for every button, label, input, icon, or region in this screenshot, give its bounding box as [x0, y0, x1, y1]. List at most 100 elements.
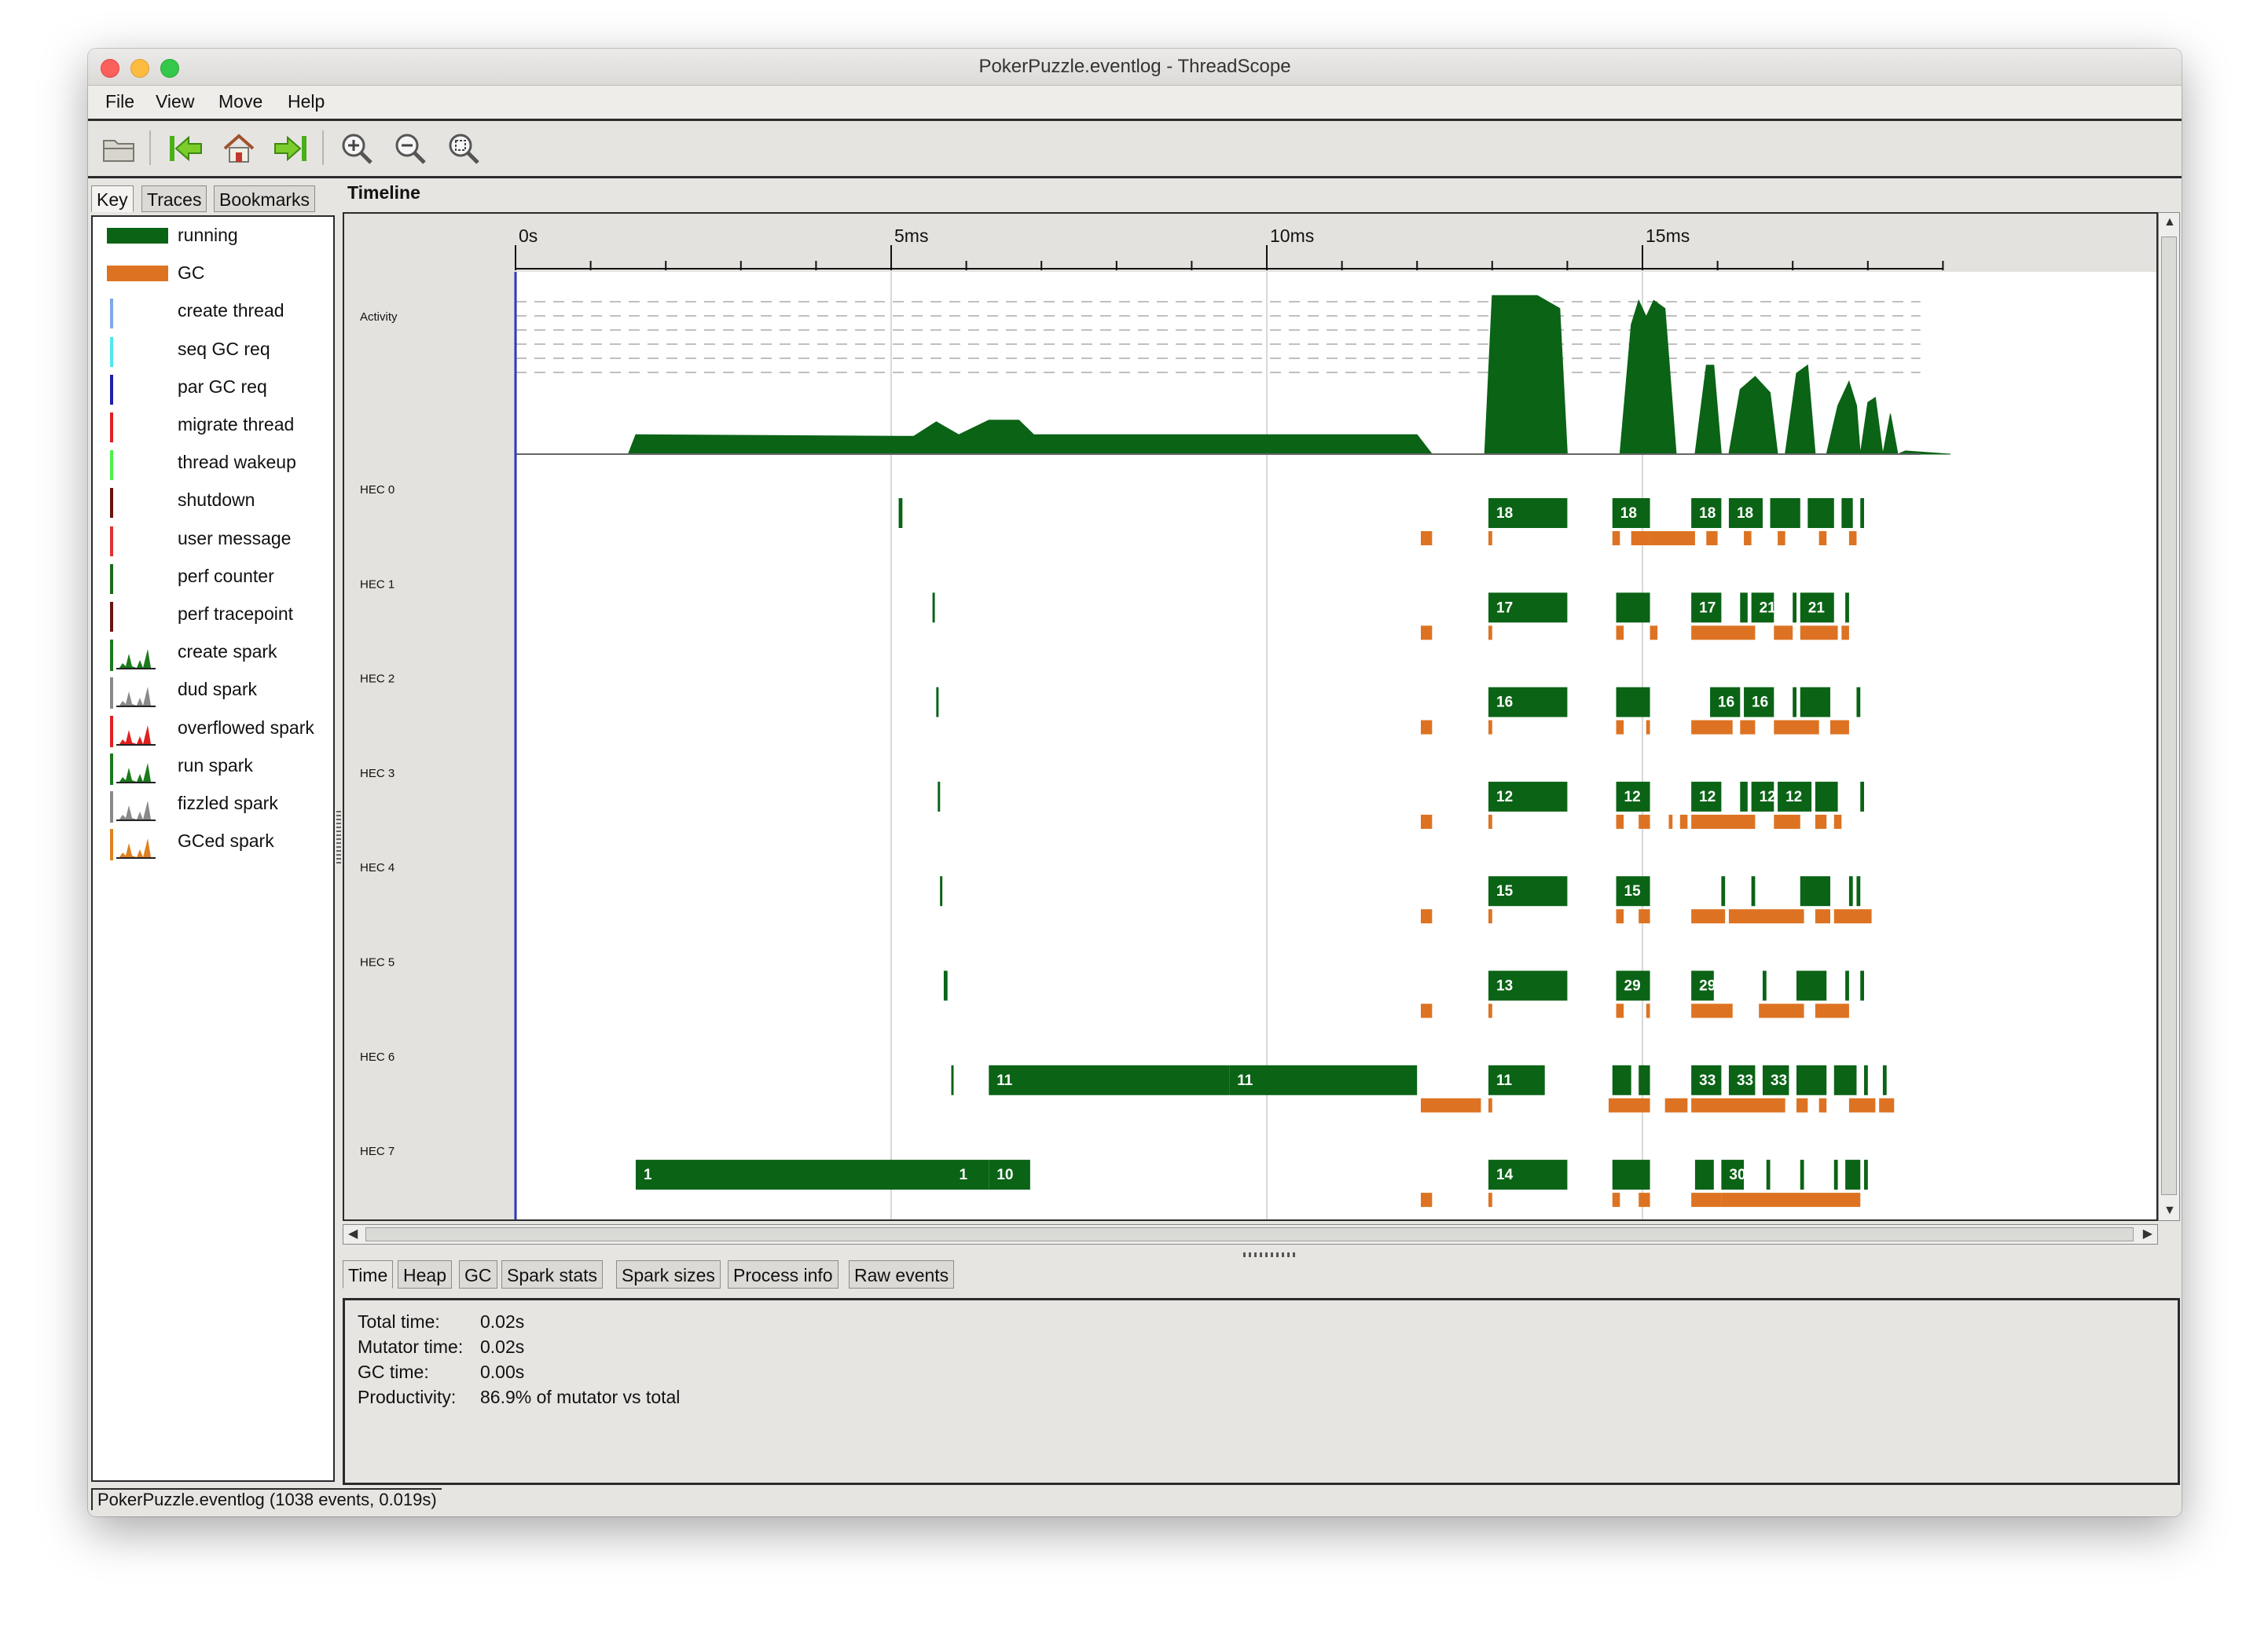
- menu-help[interactable]: Help: [288, 91, 325, 112]
- key-label: thread wakeup: [178, 452, 296, 473]
- time-ruler: [516, 214, 2156, 272]
- tab-process-info[interactable]: Process info: [728, 1260, 839, 1289]
- key-label: create spark: [178, 641, 277, 662]
- key-item-dud-spark: dud spark: [93, 674, 328, 710]
- key-swatch-bar-icon: [107, 266, 168, 282]
- ruler-tick-label: 10ms: [1270, 226, 1314, 246]
- maximize-window-button[interactable]: [160, 59, 179, 78]
- thread-id-label: 10: [996, 1167, 1013, 1183]
- key-label: running: [178, 225, 238, 245]
- key-panel: running GC create thread seq GC req par GC r…: [91, 215, 335, 1482]
- bottom-pane-splitter[interactable]: [1243, 1252, 1298, 1257]
- open-icon[interactable]: [99, 128, 140, 169]
- key-item-shutdown: shutdown: [93, 485, 328, 519]
- thread-id-label: 12: [1785, 789, 1802, 805]
- running-bar: [1845, 970, 1849, 1001]
- thread-id-label: 29: [1624, 978, 1641, 995]
- key-swatch-spark-icon: [110, 640, 157, 672]
- tab-spark-sizes[interactable]: Spark sizes: [616, 1260, 721, 1289]
- running-bar: [1796, 1065, 1827, 1095]
- thread-id-label: 33: [1699, 1072, 1716, 1089]
- gc-bar: [1879, 1098, 1895, 1113]
- menu-file[interactable]: File: [105, 91, 135, 112]
- gc-bar: [1848, 1098, 1876, 1113]
- ruler-tick-label: 5ms: [894, 226, 928, 246]
- running-bar: [951, 1160, 989, 1190]
- gc-bar: [1488, 1098, 1492, 1113]
- running-bar: [1488, 592, 1568, 623]
- running-bar: [1691, 592, 1722, 623]
- gc-bar: [1608, 1098, 1650, 1113]
- thread-id-label: 16: [1752, 695, 1768, 711]
- tab-spark-stats[interactable]: Spark stats: [501, 1260, 604, 1289]
- vertical-scroll-thumb[interactable]: [2161, 236, 2177, 1195]
- key-swatch-spark-icon: [110, 715, 157, 747]
- scroll-right-icon[interactable]: ▶: [2142, 1227, 2152, 1241]
- running-bar: [1691, 498, 1722, 528]
- running-bar: [1691, 781, 1722, 812]
- gc-bar: [1815, 814, 1827, 829]
- timeline-horizontal-scrollbar[interactable]: ◀ ▶: [343, 1224, 2158, 1245]
- tab-key[interactable]: Key: [91, 185, 134, 212]
- running-bar: [1800, 687, 1830, 717]
- running-bar: [1848, 876, 1853, 907]
- minimize-window-button[interactable]: [130, 59, 149, 78]
- tab-time[interactable]: Time: [343, 1260, 394, 1289]
- menu-view[interactable]: View: [156, 91, 195, 112]
- running-bar: [1800, 592, 1834, 623]
- gc-bar: [1420, 909, 1433, 924]
- time-info-panel: Total time: 0.02s Mutator time: 0.02s GC…: [343, 1298, 2180, 1485]
- scroll-down-icon[interactable]: ▼: [2163, 1204, 2176, 1217]
- running-bar: [1833, 1160, 1838, 1190]
- running-bar: [1616, 687, 1650, 717]
- key-swatch-spark-icon: [110, 829, 157, 861]
- tab-raw-events[interactable]: Raw events: [849, 1260, 955, 1289]
- timeline-vertical-scrollbar[interactable]: ▲ ▼: [2158, 212, 2180, 1221]
- left-pane-splitter[interactable]: [336, 811, 341, 866]
- thread-id-label: 21: [1808, 600, 1826, 616]
- key-item-perf-tracepoint: perf tracepoint: [93, 599, 328, 633]
- home-icon[interactable]: [218, 128, 259, 169]
- key-label: overflowed spark: [178, 717, 314, 738]
- timeline-view[interactable]: 0s 5ms 10ms 15ms Activity HEC 0 18 18 18 18 HEC 1 1…: [343, 212, 2158, 1221]
- zoom-fit-icon[interactable]: [443, 128, 484, 169]
- running-bar: [1833, 1065, 1857, 1095]
- tab-heap[interactable]: Heap: [398, 1260, 452, 1289]
- label-column: [344, 214, 516, 1219]
- jump-start-icon[interactable]: [165, 128, 206, 169]
- menu-bar: File View Move Help: [88, 86, 2182, 121]
- key-label: GCed spark: [178, 830, 274, 852]
- running-bar: [1740, 781, 1748, 812]
- window-title: PokerPuzzle.eventlog - ThreadScope: [978, 56, 1291, 77]
- gc-bar: [1488, 814, 1492, 829]
- hec-label: HEC 7: [360, 1145, 395, 1158]
- tab-gc[interactable]: GC: [459, 1260, 497, 1289]
- running-bar: [951, 1065, 954, 1095]
- zoom-out-icon[interactable]: [390, 128, 431, 169]
- scroll-up-icon[interactable]: ▲: [2163, 215, 2176, 229]
- horizontal-scroll-thumb[interactable]: [365, 1227, 2134, 1241]
- gc-bar: [1815, 909, 1830, 924]
- close-window-button[interactable]: [101, 59, 119, 78]
- gc-bar: [1639, 909, 1650, 924]
- hec-label: HEC 5: [360, 956, 395, 970]
- running-bar: [1728, 1065, 1756, 1095]
- thread-id-label: 30: [1729, 1167, 1745, 1183]
- key-item-GC: GC: [93, 258, 328, 292]
- key-swatch-line-icon: [110, 602, 113, 632]
- running-bar: [1488, 970, 1568, 1001]
- jump-end-icon[interactable]: [270, 128, 311, 169]
- timeline-canvas[interactable]: 0s 5ms 10ms 15ms Activity HEC 0 18 18 18 18 HEC 1 1…: [344, 214, 2156, 1219]
- scroll-left-icon[interactable]: ◀: [348, 1227, 358, 1241]
- timeline-title: Timeline: [347, 182, 420, 203]
- menu-move[interactable]: Move: [218, 91, 263, 112]
- thread-id-label: 18: [1496, 505, 1513, 522]
- running-bar: [1856, 876, 1861, 907]
- tab-bookmarks[interactable]: Bookmarks: [214, 185, 316, 212]
- gc-bar: [1488, 909, 1492, 924]
- zoom-in-icon[interactable]: [336, 128, 377, 169]
- gc-bar: [1679, 814, 1688, 829]
- thread-id-label: 12: [1624, 789, 1641, 805]
- tab-traces[interactable]: Traces: [141, 185, 207, 212]
- thread-id-label: 16: [1718, 695, 1734, 711]
